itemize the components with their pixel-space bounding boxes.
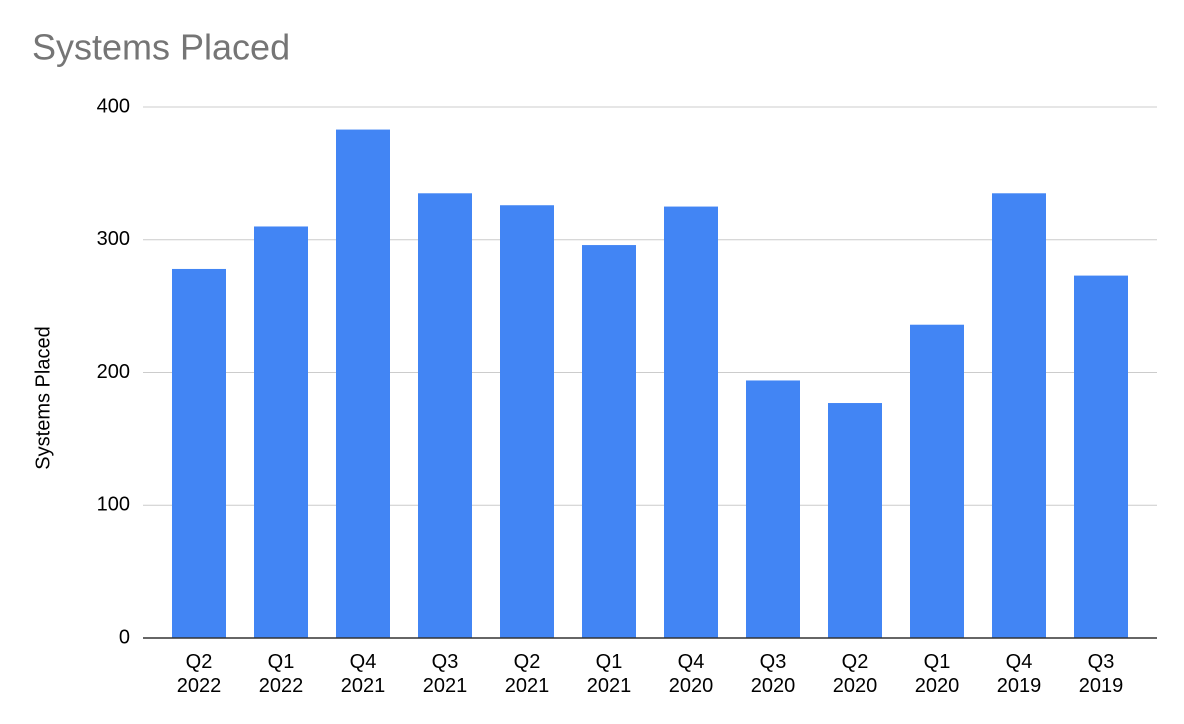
y-tick-label: 100: [97, 494, 130, 516]
bar: [500, 205, 554, 639]
bar: [418, 193, 472, 638]
bar: [582, 245, 636, 638]
x-tick-label: Q3 2020: [750, 651, 796, 697]
y-tick-label: 0: [119, 626, 130, 648]
x-tick-label: Q1 2021: [586, 651, 632, 697]
bar: [746, 380, 800, 638]
x-tick-label: Q4 2021: [340, 651, 386, 697]
x-tick-label: Q2 2021: [504, 651, 550, 697]
bar: [172, 268, 226, 638]
x-tick-label: Q4 2019: [996, 651, 1042, 697]
bar: [910, 324, 964, 638]
x-tick-label: Q1 2020: [914, 651, 960, 697]
y-tick-label: 300: [97, 228, 130, 250]
bar: [664, 206, 718, 638]
bar: [828, 403, 882, 638]
x-tick-label: Q3 2021: [422, 651, 468, 697]
y-tick-label: 200: [97, 361, 130, 383]
y-axis-label: Systems Placed: [32, 326, 54, 469]
x-tick-label: Q3 2019: [1078, 651, 1124, 697]
bar: [336, 129, 390, 638]
y-tick-label: 400: [97, 95, 130, 117]
bar: [1074, 275, 1128, 638]
bar: [992, 193, 1046, 638]
x-tick-label: Q2 2022: [176, 651, 222, 697]
x-tick-label: Q1 2022: [258, 651, 304, 697]
x-tick-label: Q4 2020: [668, 651, 714, 697]
chart-title: Systems Placed: [32, 27, 290, 68]
x-tick-label: Q2 2020: [832, 651, 878, 697]
bar: [254, 226, 308, 638]
